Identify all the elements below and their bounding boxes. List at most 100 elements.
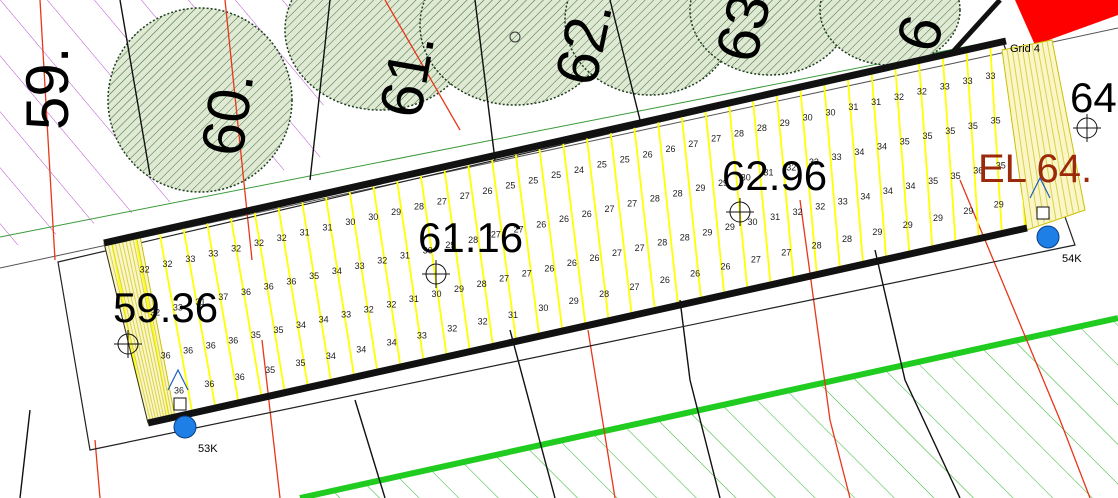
end-strip-line	[1041, 41, 1074, 215]
elevation-value: 32	[231, 243, 241, 253]
elevation-value: 35	[265, 365, 275, 375]
lot-number-edge: 64	[1070, 74, 1117, 121]
elevation-value: 31	[400, 250, 410, 260]
elevation-value: 26	[567, 258, 577, 268]
elevation-value: 36	[286, 276, 296, 286]
pier-line	[609, 131, 633, 316]
elevation-value: 33	[940, 81, 950, 91]
elevation-value: 24	[574, 165, 584, 175]
elevation-value: 32	[140, 264, 150, 274]
elevation-value: 33	[185, 254, 195, 264]
elevation-value: 36	[204, 379, 214, 389]
end-strip-line	[121, 239, 162, 421]
elevation-value: 29	[695, 183, 705, 193]
end-strip-line	[110, 241, 154, 422]
pier-line	[348, 189, 379, 372]
elevation-value: 27	[688, 139, 698, 149]
elevation-value: 25	[597, 160, 607, 170]
elevation-value: 27	[604, 204, 614, 214]
node-label: 53K	[198, 443, 218, 455]
crosshair-icon	[1073, 114, 1101, 142]
elevation-value: 33	[417, 330, 427, 340]
elevation-value: 25	[505, 181, 515, 191]
elevation-value: 27	[612, 248, 622, 258]
elevation-value: 33	[341, 310, 351, 320]
end-strip-line	[125, 238, 165, 420]
elevation-value: 32	[377, 256, 387, 266]
pier-line	[657, 120, 679, 306]
elevation-value: 29	[780, 118, 790, 128]
grid-label: Grid 4	[1010, 43, 1040, 55]
elevation-value: 35	[951, 171, 961, 181]
crosshair-icon	[726, 198, 754, 226]
elevation-value: 28	[414, 202, 424, 212]
elevation-value: 27	[499, 274, 509, 284]
pier-line	[277, 205, 309, 388]
elevation-value: 30	[345, 217, 355, 227]
tree-canopies	[107, 0, 961, 193]
elevation-value: 34	[356, 344, 366, 354]
array-left-edge	[103, 242, 149, 424]
elevation-value: 30	[803, 113, 813, 123]
pier-line	[680, 115, 703, 300]
tree-canopy	[819, 0, 961, 66]
elevation-value: 32	[478, 317, 488, 327]
pier-line	[633, 125, 656, 311]
elevation-value: 34	[883, 186, 893, 196]
elevation-value: 30	[423, 245, 433, 255]
drainage-arrows	[167, 176, 1051, 391]
elevation-value: 26	[643, 149, 653, 159]
elevation-value: 29	[933, 213, 943, 223]
boundary-line	[0, 39, 1001, 238]
pier-line	[751, 99, 772, 285]
end-bay-right	[1001, 39, 1086, 231]
elevation-value: 32	[277, 233, 287, 243]
elevation-value: 29	[725, 222, 735, 232]
end-strip-line	[132, 237, 171, 419]
elevation-value: 28	[477, 279, 487, 289]
elevation-values: 32 32 33 33 32 32 32 31 31 30 30 29 28 27 27 26 25 25 25 24…	[140, 71, 1006, 396]
red-marker-area	[1015, 0, 1118, 45]
elevation-value: 34	[877, 142, 887, 152]
pier-line	[846, 78, 864, 264]
elevation-value: 35	[945, 126, 955, 136]
elevation-value: 30	[747, 217, 757, 227]
node-54k-icon	[1036, 225, 1060, 249]
pier-line	[965, 51, 980, 239]
elevation-value: 35	[922, 131, 932, 141]
pier-line	[562, 141, 587, 326]
elevation-value: 35	[991, 116, 1001, 126]
end-strip-line	[1021, 45, 1051, 223]
elevation-value: 34	[906, 181, 916, 191]
array-bottom-edge	[147, 224, 1028, 427]
elevation-value: 35	[928, 176, 938, 186]
elevation-value: 25	[551, 170, 561, 180]
pier-line	[538, 147, 564, 331]
elevation-value: 33	[832, 152, 842, 162]
elevation-value: 35	[996, 161, 1006, 171]
elevation-value: 30	[825, 107, 835, 117]
elevation-value: 29	[702, 227, 712, 237]
elevation-value: 31	[323, 222, 333, 232]
elevation-value: 33	[985, 71, 995, 81]
elevation-value: 36	[264, 282, 274, 292]
elevation-value: 27	[522, 268, 532, 278]
elevation-value: 27	[514, 225, 524, 235]
elevation-value: 33	[355, 261, 365, 271]
elevation-value: 31	[871, 97, 881, 107]
lot-number: 61.	[367, 28, 447, 122]
elevation-value: 35	[900, 136, 910, 146]
elevation-value: 31	[508, 310, 518, 320]
end-strip-line	[114, 240, 157, 422]
elevation-value: 30	[538, 303, 548, 313]
elevation-value: 27	[751, 255, 761, 265]
pier-line	[490, 157, 517, 342]
elevation-value: 31	[848, 102, 858, 112]
elevation-value: 28	[673, 188, 683, 198]
elevation-value: 29	[963, 206, 973, 216]
elevation-value: 27	[627, 199, 637, 209]
elevation-value: 26	[589, 253, 599, 263]
pier-line	[372, 184, 402, 367]
elevation-value: 26	[690, 268, 700, 278]
pier-line	[324, 195, 356, 377]
